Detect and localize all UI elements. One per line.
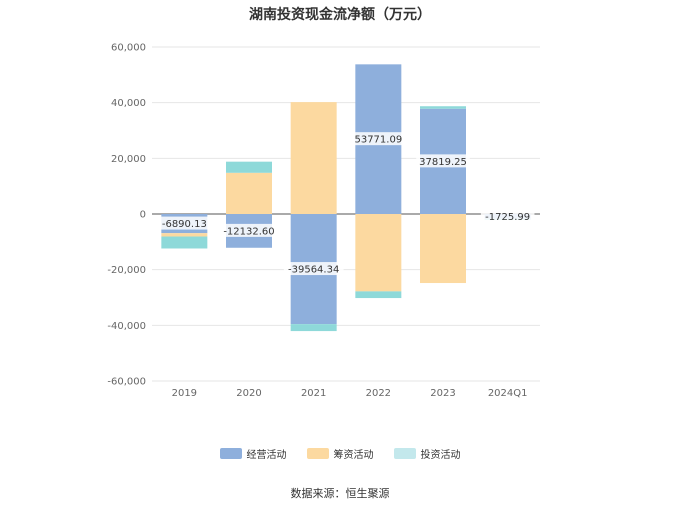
y-tick-label: -40,000 [107, 321, 146, 332]
legend-label-investing: 投资活动 [420, 450, 461, 461]
x-tick-label: 2020 [236, 388, 261, 399]
legend-swatch-investing [393, 448, 416, 459]
y-tick-label: -20,000 [107, 265, 146, 276]
data-label-2021: -39564.34 [288, 265, 339, 276]
data-label-bg [480, 209, 535, 223]
data-label-2020: -12132.60 [223, 226, 274, 237]
bar-2023-series-1[interactable] [420, 214, 466, 284]
data-label-2023: 37819.25 [419, 157, 467, 168]
labels-layer: -6890.13 -12132.60 -39564.34 53771.09 37819.… [157, 132, 535, 276]
legend: 经营活动 筹资活动 投资活动 [0, 446, 680, 461]
bars-layer [161, 64, 531, 332]
bar-2019-series-1[interactable] [161, 233, 208, 237]
data-label-bg [219, 223, 279, 237]
y-tick-label: 40,000 [111, 98, 146, 109]
bar-2020-series-1[interactable] [226, 172, 272, 214]
x-tick-label: 2019 [172, 388, 197, 399]
grid-layer: 60,000 40,000 20,000 0 -20,000 -40,000 -60,000… [107, 43, 540, 399]
bar-2021-series-1[interactable] [290, 102, 337, 214]
data-label-bg [351, 132, 406, 146]
bar-2019-series-2[interactable] [161, 236, 208, 249]
legend-item-operating[interactable]: 经营活动 [219, 446, 287, 461]
legend-swatch-financing [306, 448, 329, 459]
y-tick-label: 60,000 [111, 43, 146, 54]
data-label-bg [157, 216, 212, 230]
bar-2021-series-2[interactable] [290, 324, 337, 332]
data-label-2022: 53771.09 [354, 135, 402, 146]
bar-2022-series-1[interactable] [355, 214, 402, 292]
legend-label-financing: 筹资活动 [333, 450, 374, 461]
legend-swatch-operating [219, 448, 242, 459]
bar-2022-series-2[interactable] [355, 291, 402, 299]
legend-label-operating: 经营活动 [246, 450, 287, 461]
bar-2020-series-2[interactable] [226, 161, 272, 173]
x-tick-label: 2022 [366, 388, 391, 399]
y-tick-label: 20,000 [111, 154, 146, 165]
y-tick-label: 0 [140, 210, 146, 221]
bar-2023-series-2[interactable] [420, 106, 466, 109]
legend-item-investing[interactable]: 投资活动 [393, 446, 461, 461]
chart-title: 湖南投资现金流净额（万元） [249, 7, 431, 23]
data-label-bg [283, 262, 344, 276]
y-tick-label: -60,000 [107, 377, 146, 388]
data-label-bg [416, 154, 470, 168]
data-label-2024Q1: -1725.99 [485, 212, 530, 223]
source-note: 数据来源：恒生聚源 [290, 487, 390, 500]
data-label-2019: -6890.13 [162, 219, 207, 230]
x-tick-label: 2023 [430, 388, 455, 399]
legend-item-financing[interactable]: 筹资活动 [306, 446, 374, 461]
x-tick-label: 2024Q1 [488, 388, 528, 399]
chart-canvas: 60,000 40,000 20,000 0 -20,000 -40,000 -60,000… [107, 43, 540, 399]
x-tick-label: 2021 [301, 388, 326, 399]
